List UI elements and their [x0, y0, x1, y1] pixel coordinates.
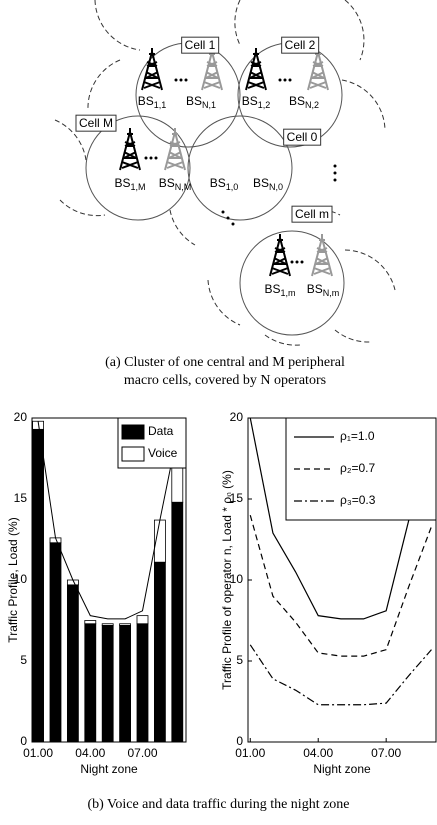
bs-label: BSN,1 [186, 94, 216, 110]
bs-label: BS1,m [264, 282, 295, 298]
bs-label-base: BS [159, 176, 175, 190]
neighbor-arcs [55, 0, 395, 345]
legend-label: ρ₂=0.7 [340, 461, 376, 475]
bar-segment [120, 625, 131, 742]
x-tick-label: 01.00 [235, 746, 265, 760]
bar-segment [85, 624, 96, 742]
bs-label-sub: 1,M [131, 182, 146, 192]
bs-label: BS1,M [114, 176, 145, 192]
legend-swatch [122, 425, 144, 439]
legend-label: Voice [148, 446, 178, 460]
bs-label-sub: 1,2 [258, 100, 271, 110]
y-axis-label: Traffic Profile of operator n, Load * ρₙ… [220, 470, 234, 690]
x-tick-label: 01.00 [23, 746, 53, 760]
legend-label: Data [148, 424, 174, 438]
bs-label: BSN,0 [253, 176, 283, 192]
y-axis-label: Traffic Profile, Load (%) [6, 517, 20, 642]
page: Cell 1Cell 2Cell MCell 0Cell mBS1,1BSN,1… [0, 0, 437, 825]
bar-segment [137, 624, 148, 742]
x-tick-label: 07.00 [371, 746, 401, 760]
bar-segment [172, 502, 183, 742]
x-tick-label: 07.00 [127, 746, 157, 760]
bar-segment [85, 621, 96, 624]
cell-label: Cell 0 [287, 130, 318, 144]
caption-b: (b) Voice and data traffic during the ni… [0, 796, 437, 814]
bs-label-sub: 1,m [281, 288, 296, 298]
bs-label-base: BS [186, 94, 202, 108]
y-tick-label: 20 [14, 410, 28, 424]
y-tick-label: 5 [236, 653, 243, 667]
bar-segment [137, 616, 148, 624]
bs-label-sub: N,0 [269, 182, 283, 192]
bs-label-base: BS [210, 176, 226, 190]
bs-label: BS1,2 [242, 94, 271, 110]
caption-a: (a) Cluster of one central and M periphe… [90, 354, 360, 390]
y-tick-label: 5 [20, 653, 27, 667]
bs-label-sub: 1,0 [226, 182, 239, 192]
bs-label-base: BS [264, 282, 280, 296]
bs-label-sub: N,m [323, 288, 340, 298]
bs-label: BSN,m [307, 282, 340, 298]
x-tick-label: 04.00 [75, 746, 105, 760]
bs-label-base: BS [289, 94, 305, 108]
figure: Cell 1Cell 2Cell MCell 0Cell mBS1,1BSN,1… [0, 0, 437, 825]
bs-label: BSN,2 [289, 94, 319, 110]
x-axis-label: Night zone [313, 762, 371, 776]
bs-label-base: BS [138, 94, 154, 108]
towers [120, 48, 332, 276]
cell-label: Cell m [295, 207, 329, 221]
bar-segment [67, 585, 78, 742]
legend-swatch [122, 447, 144, 461]
bs-label: BS1,0 [210, 176, 239, 192]
legend-label: ρ₁=1.0 [340, 429, 375, 443]
bs-label-base: BS [307, 282, 323, 296]
bs-label-sub: N,2 [305, 100, 319, 110]
bar-segment [102, 625, 113, 742]
bs-label-sub: 1,1 [154, 100, 167, 110]
cell-label: Cell 2 [285, 38, 316, 52]
bar-segment [33, 429, 44, 742]
bs-label: BS1,1 [138, 94, 167, 110]
bs-label-base: BS [114, 176, 130, 190]
bs-label-base: BS [242, 94, 258, 108]
bar-segment [102, 624, 113, 626]
bs-label-sub: N,1 [202, 100, 216, 110]
x-axis-label: Night zone [80, 762, 138, 776]
bar-segment [154, 562, 165, 742]
series-line [250, 645, 431, 705]
bs-label: BSN,M [159, 176, 192, 192]
bar-segment [120, 624, 131, 626]
cell-label: Cell M [79, 116, 113, 130]
y-tick-label: 15 [14, 491, 28, 505]
bs-label-sub: N,M [175, 182, 192, 192]
bar-segment [50, 543, 61, 742]
x-tick-label: 04.00 [303, 746, 333, 760]
bs-label-base: BS [253, 176, 269, 190]
cell-label: Cell 1 [185, 38, 216, 52]
y-tick-label: 20 [230, 410, 244, 424]
legend-label: ρ₃=0.3 [340, 493, 376, 507]
